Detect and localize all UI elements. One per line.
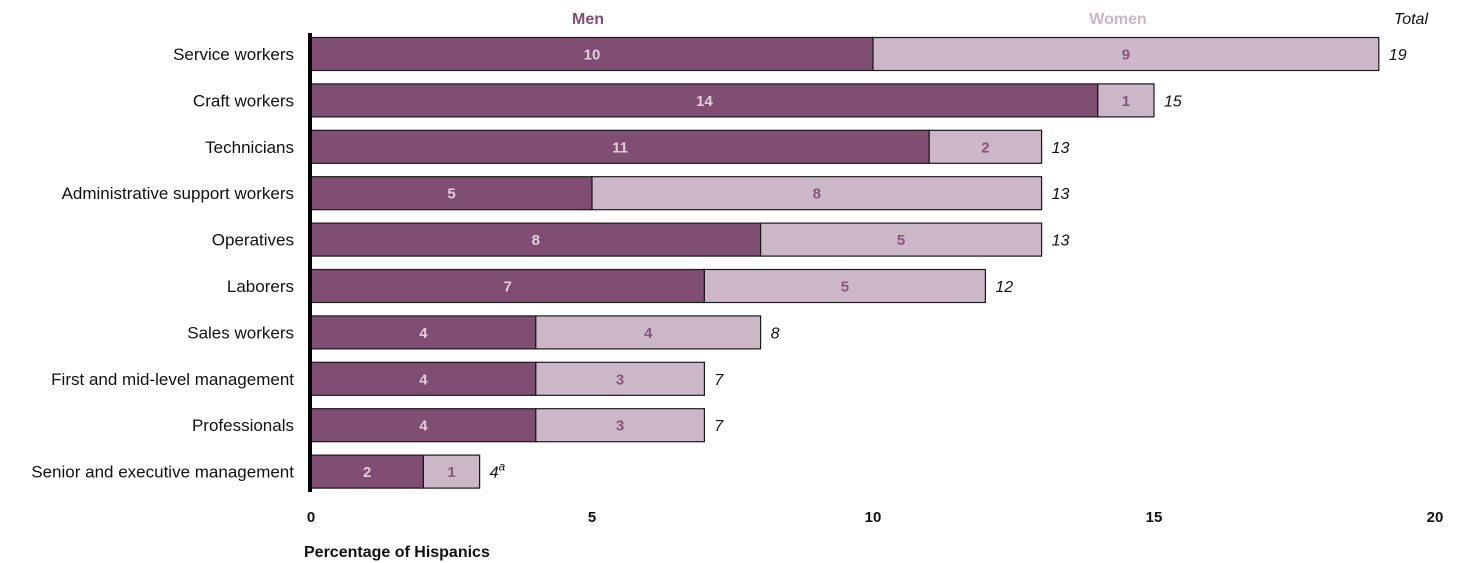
bar-men-senior-and-executive-management <box>310 454 425 489</box>
x-tick-label-0: 0 <box>307 509 315 526</box>
total-label-craft-workers: 15 <box>1164 93 1182 110</box>
segment-labels-group: 10 914 111 25 88 57 54 44 34 32 1 <box>363 47 1130 482</box>
total-label-administrative-support-workers: 13 <box>1052 186 1070 203</box>
x-tick-label-20: 20 <box>1427 509 1444 526</box>
total-footnote-marker: a <box>499 460 506 474</box>
category-label-professionals: Professionals <box>192 416 294 435</box>
data-label-men-administrative-support-workers: 5 <box>447 186 455 203</box>
bar-men-administrative-support-workers <box>310 176 593 211</box>
total-label-senior-and-executive-management: 4a <box>490 460 506 482</box>
total-label-professionals: 7 <box>714 418 724 435</box>
bar-women-senior-and-executive-management <box>422 454 481 489</box>
legend-label-men: Men <box>572 11 604 28</box>
data-label-men-technicians: 11 <box>612 139 628 156</box>
data-label-men-sales-workers: 4 <box>419 325 428 342</box>
data-label-women-laborers: 5 <box>841 279 849 296</box>
data-label-women-operatives: 5 <box>897 232 905 249</box>
bar-women-professionals <box>535 408 705 443</box>
data-label-women-service-workers: 9 <box>1122 47 1130 64</box>
bar-women-first-and-mid-level-management <box>535 361 705 396</box>
data-label-women-craft-workers: 1 <box>1122 93 1130 110</box>
bar-women-craft-workers <box>1097 83 1155 118</box>
bar-men-sales-workers <box>310 315 537 350</box>
category-label-service-workers: Service workers <box>173 45 294 64</box>
bar-women-service-workers <box>872 36 1380 72</box>
total-value: 12 <box>995 279 1013 296</box>
bar-women-sales-workers <box>535 315 762 350</box>
category-label-administrative-support-workers: Administrative support workers <box>62 184 294 203</box>
total-value: 8 <box>771 325 780 342</box>
total-value: 15 <box>1164 93 1182 110</box>
bar-women-laborers <box>703 268 987 304</box>
total-value: 4 <box>490 465 499 482</box>
data-label-women-first-and-mid-level-management: 3 <box>616 371 624 388</box>
data-label-men-senior-and-executive-management: 2 <box>363 464 371 481</box>
x-axis-title: Percentage of Hispanics <box>304 544 490 561</box>
data-label-women-technicians: 2 <box>981 139 989 156</box>
data-label-men-service-workers: 10 <box>584 47 601 64</box>
bar-women-administrative-support-workers <box>591 176 1043 211</box>
total-value: 13 <box>1052 233 1070 250</box>
bar-men-technicians <box>310 129 930 164</box>
bar-women-operatives <box>759 222 1043 257</box>
totals-header: Total <box>1394 11 1429 28</box>
data-label-women-professionals: 3 <box>616 418 624 435</box>
total-label-sales-workers: 8 <box>771 325 780 342</box>
total-label-laborers: 12 <box>995 279 1013 296</box>
category-label-senior-and-executive-management: Senior and executive management <box>31 463 294 482</box>
data-label-men-operatives: 8 <box>532 232 540 249</box>
total-value: 19 <box>1389 47 1407 64</box>
x-ticks-group: 0 5 10 15 20 <box>307 509 1444 526</box>
total-value: 13 <box>1052 140 1070 157</box>
bar-men-service-workers <box>310 36 874 72</box>
x-tick-label-5: 5 <box>588 509 596 526</box>
total-value: 7 <box>714 418 724 435</box>
data-label-women-senior-and-executive-management: 1 <box>447 464 455 481</box>
bar-women-technicians <box>928 129 1043 164</box>
total-label-first-and-mid-level-management: 7 <box>714 372 724 389</box>
category-label-operatives: Operatives <box>212 231 294 250</box>
x-tick-label-10: 10 <box>865 509 882 526</box>
total-label-service-workers: 19 <box>1389 47 1407 64</box>
category-label-technicians: Technicians <box>205 138 294 157</box>
legend-label-women: Women <box>1089 11 1146 28</box>
data-label-men-professionals: 4 <box>419 418 428 435</box>
data-label-women-sales-workers: 4 <box>644 325 653 342</box>
category-label-laborers: Laborers <box>227 277 294 296</box>
data-label-men-craft-workers: 14 <box>696 93 713 110</box>
category-label-craft-workers: Craft workers <box>193 91 294 110</box>
bars-group <box>310 36 1380 489</box>
x-tick-label-15: 15 <box>1146 509 1163 526</box>
total-label-operatives: 13 <box>1052 233 1070 250</box>
bar-men-craft-workers <box>310 83 1099 118</box>
total-value: 7 <box>714 372 724 389</box>
data-label-men-first-and-mid-level-management: 4 <box>419 371 428 388</box>
total-label-technicians: 13 <box>1052 140 1070 157</box>
category-label-sales-workers: Sales workers <box>187 323 294 342</box>
total-value: 13 <box>1052 186 1070 203</box>
category-label-first-and-mid-level-management: First and mid-level management <box>51 370 294 389</box>
data-label-women-administrative-support-workers: 8 <box>813 186 821 203</box>
category-labels-group: Service workers Craft workers Technicians A… <box>31 45 294 482</box>
data-label-men-laborers: 7 <box>504 279 512 296</box>
